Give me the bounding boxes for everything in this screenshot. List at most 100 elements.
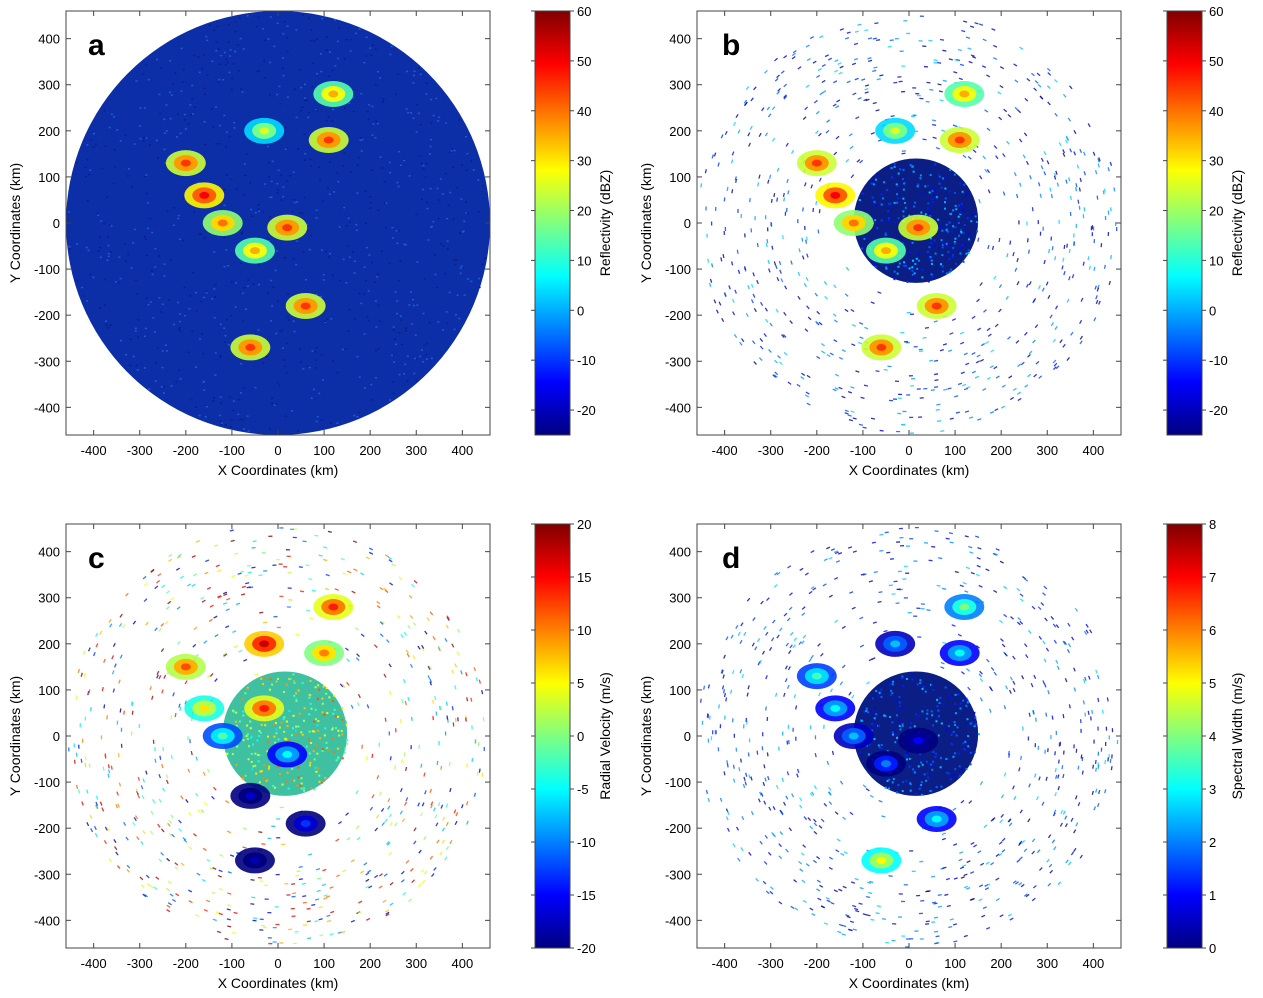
clutter-pixel (805, 44, 810, 48)
inner-speckle (871, 697, 874, 700)
clutter-pixel (1062, 714, 1065, 719)
inner-speckle (925, 717, 928, 720)
inner-speckle (902, 168, 905, 171)
noise-pixel (286, 293, 289, 295)
clutter-pixel (279, 806, 284, 809)
inner-speckle (250, 752, 253, 755)
clutter-pixel (979, 697, 983, 702)
echo-cell (833, 723, 874, 749)
clutter-pixel (807, 817, 812, 821)
echo-cell (944, 80, 985, 107)
clutter-pixel (773, 374, 778, 378)
clutter-pixel (786, 771, 790, 776)
inner-speckle (915, 257, 918, 260)
noise-pixel (239, 262, 242, 265)
clutter-pixel (278, 563, 283, 565)
noise-pixel (208, 24, 211, 26)
clutter-pixel (760, 600, 764, 605)
noise-pixel (156, 157, 159, 159)
clutter-pixel (95, 801, 99, 806)
clutter-pixel (1090, 716, 1092, 721)
inner-speckle (874, 713, 877, 716)
clutter-pixel (379, 633, 384, 638)
inner-speckle (911, 266, 914, 269)
noise-pixel (106, 196, 109, 199)
noise-pixel (439, 178, 442, 180)
noise-pixel (267, 38, 270, 40)
clutter-pixel (1031, 850, 1036, 855)
noise-pixel (267, 176, 270, 178)
clutter-pixel (323, 894, 328, 897)
noise-pixel (385, 202, 388, 204)
noise-pixel (173, 323, 176, 326)
clutter-pixel (1026, 238, 1029, 243)
noise-pixel (119, 277, 122, 280)
clutter-pixel (1045, 776, 1048, 781)
inner-speckle (914, 262, 917, 265)
noise-pixel (114, 165, 117, 168)
clutter-pixel (321, 883, 326, 887)
clutter-pixel (432, 716, 435, 721)
clutter-pixel (206, 899, 211, 903)
clutter-pixel (934, 379, 939, 382)
colorbar-tick-label: 0 (1209, 303, 1216, 318)
clutter-pixel (999, 560, 1004, 564)
noise-pixel (86, 200, 89, 202)
clutter-pixel (758, 174, 761, 179)
clutter-pixel (909, 538, 914, 540)
clutter-pixel (753, 308, 757, 313)
colorbar-gradient (1166, 10, 1203, 436)
x-tick-label: 100 (313, 956, 335, 971)
clutter-pixel (1015, 340, 1020, 344)
clutter-pixel (806, 374, 811, 379)
clutter-pixel (835, 105, 840, 109)
clutter-pixel (834, 576, 839, 580)
noise-pixel (85, 246, 88, 249)
clutter-pixel (804, 394, 810, 398)
inner-speckle (300, 777, 303, 780)
clutter-pixel (287, 571, 292, 574)
noise-pixel (198, 233, 201, 236)
clutter-pixel (782, 334, 787, 338)
inner-speckle (873, 200, 876, 203)
clutter-pixel (859, 644, 865, 648)
noise-pixel (161, 366, 164, 369)
colorbar-tick-label: 30 (577, 154, 591, 169)
clutter-pixel (226, 918, 231, 921)
inner-speckle (942, 177, 945, 180)
inner-speckle (888, 716, 891, 719)
noise-pixel (289, 175, 292, 177)
clutter-pixel (365, 556, 370, 560)
clutter-pixel (80, 758, 83, 763)
clutter-pixel (905, 946, 910, 948)
inner-speckle (873, 738, 876, 741)
noise-pixel (274, 269, 277, 272)
clutter-pixel (254, 673, 259, 676)
clutter-pixel (1068, 248, 1071, 254)
inner-speckle (875, 689, 878, 692)
clutter-pixel (981, 65, 987, 69)
clutter-pixel (1101, 709, 1104, 714)
inner-speckle (341, 757, 344, 760)
clutter-pixel (975, 645, 980, 649)
clutter-pixel (1063, 641, 1067, 646)
clutter-pixel (279, 595, 284, 598)
clutter-pixel (783, 612, 788, 617)
plot-area-c (68, 527, 486, 945)
clutter-pixel (114, 663, 117, 668)
inner-speckle (917, 765, 920, 768)
clutter-pixel (934, 942, 939, 945)
clutter-pixel (1068, 861, 1072, 866)
clutter-pixel (263, 570, 268, 572)
inner-speckle (895, 193, 898, 196)
clutter-pixel (191, 583, 196, 587)
clutter-pixel (1025, 160, 1029, 165)
clutter-pixel (963, 20, 968, 23)
inner-speckle (902, 242, 905, 245)
clutter-pixel (247, 571, 252, 574)
clutter-pixel (911, 870, 916, 873)
noise-pixel (224, 334, 227, 337)
x-axis-title: X Coordinates (km) (218, 462, 339, 478)
noise-pixel (343, 206, 346, 209)
clutter-pixel (844, 409, 849, 413)
